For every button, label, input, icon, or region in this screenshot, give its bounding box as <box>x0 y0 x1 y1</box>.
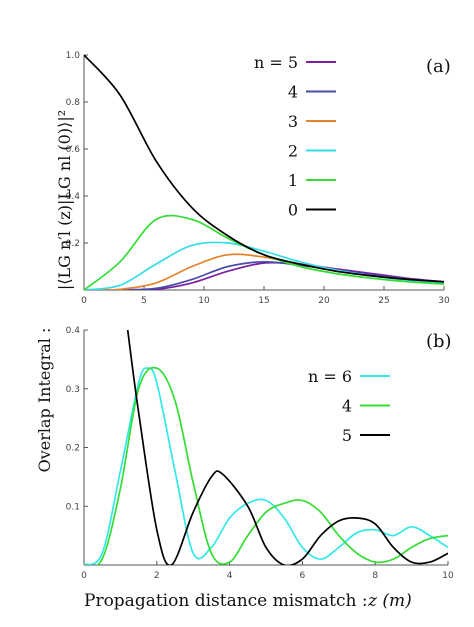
legend-label: 3 <box>288 112 298 131</box>
panel-a: 0 5 10 15 20 25 300.20.40.60.81.0 (a) n = 5432… <box>66 51 451 306</box>
legend-label: 4 <box>342 397 352 416</box>
y-tick-label: 0.3 <box>66 385 80 395</box>
x-tick-label: 15 <box>258 296 269 306</box>
x-tick-label: 2 <box>154 571 160 581</box>
panel-b-label: (b) <box>426 331 452 352</box>
series-line-a-5 <box>84 55 444 283</box>
x-tick-label: 30 <box>438 296 450 306</box>
y-tick-label: 0.2 <box>66 444 80 454</box>
x-tick-label: 0 <box>81 571 87 581</box>
y-tick-label: 0.4 <box>66 192 81 202</box>
panel-a-curves <box>84 55 444 290</box>
y-tick-label: 0.6 <box>66 145 81 155</box>
legend-label: 4 <box>288 83 298 102</box>
y-axis-label-outer: Overlap Integral : <box>35 328 54 473</box>
x-tick-label: 20 <box>318 296 330 306</box>
y-tick-label: 0.1 <box>66 502 80 512</box>
y-axis-label-inner: |⟨LG n′l (z)|LG nl (0)⟩|² <box>55 110 74 290</box>
legend-label: n = 5 <box>254 53 298 72</box>
legend-label: 1 <box>288 171 298 190</box>
panel-a-ticks: 0 5 10 15 20 25 300.20.40.60.81.0 <box>66 51 450 306</box>
x-tick-label: 8 <box>372 571 378 581</box>
y-tick-label: 1.0 <box>66 51 81 61</box>
panel-b-ticks: 0 2 4 6 8 10 0.1 0.2 0.3 0.4 <box>66 326 454 581</box>
x-tick-label: 10 <box>198 296 210 306</box>
x-tick-label: 4 <box>227 571 233 581</box>
legend-label: 2 <box>288 142 298 161</box>
x-tick-label: 25 <box>378 296 389 306</box>
series-line-b-2 <box>126 330 448 565</box>
panel-a-legend: n = 5 4 3 2 1 0 <box>254 53 336 220</box>
series-line-a-2 <box>84 253 444 290</box>
panel-b-curves <box>84 330 448 565</box>
x-axis-variable: z (m) <box>367 591 412 611</box>
series-line-a-1 <box>84 260 444 290</box>
y-tick-label: 0.2 <box>66 239 80 249</box>
x-tick-label: 5 <box>141 296 147 306</box>
x-tick-label: 6 <box>300 571 306 581</box>
series-line-b-0 <box>84 367 448 565</box>
x-axis-label: Propagation distance mismatch : <box>84 591 368 611</box>
x-tick-label: 0 <box>81 296 87 306</box>
y-tick-label: 0.4 <box>66 326 81 336</box>
panel-a-label: (a) <box>426 56 451 77</box>
legend-label: 5 <box>342 426 352 445</box>
legend-label: 0 <box>288 201 298 220</box>
x-tick-label: 10 <box>442 571 454 581</box>
panel-b: 0 2 4 6 8 10 0.1 0.2 0.3 0.4 (b) n = 6 4 5 <box>66 326 454 581</box>
series-line-a-3 <box>84 241 444 290</box>
panel-b-legend: n = 6 4 5 <box>308 367 390 445</box>
y-tick-label: 0.8 <box>66 98 81 108</box>
series-line-b-1 <box>84 366 448 565</box>
legend-label: n = 6 <box>308 367 352 386</box>
